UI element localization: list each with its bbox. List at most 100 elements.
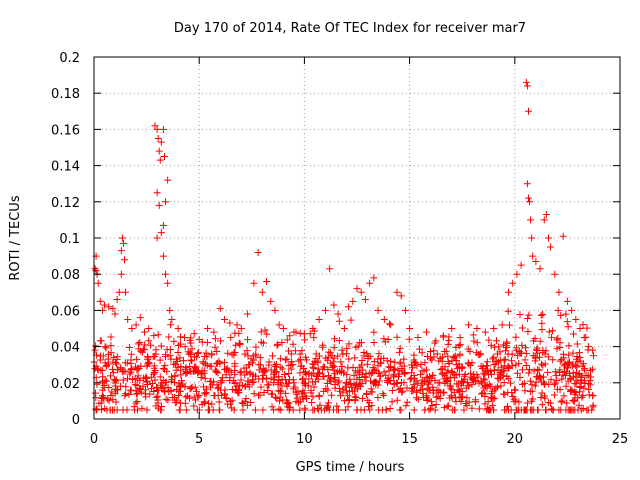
data-point: [497, 363, 505, 371]
data-point: [505, 364, 513, 372]
data-point: [100, 395, 108, 403]
data-point: [157, 342, 165, 350]
data-point: [341, 383, 349, 391]
data-point: [246, 370, 254, 378]
data-point: [514, 352, 522, 360]
data-point: [370, 274, 378, 282]
data-point: [235, 329, 243, 337]
data-point: [440, 389, 448, 397]
data-point: [456, 334, 464, 342]
data-point: [394, 366, 402, 374]
data-point: [285, 362, 293, 370]
data-point: [397, 406, 405, 414]
data-point: [195, 392, 203, 400]
data-point: [501, 355, 509, 363]
data-point: [492, 337, 500, 345]
data-point: [374, 306, 382, 314]
data-point: [113, 296, 121, 304]
data-point: [380, 315, 388, 323]
data-point: [132, 321, 140, 329]
data-point: [222, 394, 230, 402]
data-point: [421, 359, 429, 367]
data-point: [524, 194, 532, 202]
data-point: [580, 384, 588, 392]
data-point: [263, 277, 271, 285]
data-point: [429, 371, 437, 379]
data-point: [400, 369, 408, 377]
data-point: [286, 332, 294, 340]
data-point: [475, 405, 483, 413]
data-point: [133, 390, 141, 398]
data-point: [278, 339, 286, 347]
data-point: [324, 366, 332, 374]
data-point: [124, 315, 132, 323]
data-point: [123, 406, 131, 414]
data-point: [188, 357, 196, 365]
data-point: [194, 369, 202, 377]
data-point: [370, 339, 378, 347]
data-point: [107, 333, 115, 341]
data-point: [337, 367, 345, 375]
data-point: [462, 400, 470, 408]
data-point: [228, 396, 236, 404]
data-point: [298, 376, 306, 384]
data-point: [559, 232, 567, 240]
data-point: [121, 256, 129, 264]
data-point: [524, 328, 532, 336]
x-tick-label: 5: [195, 432, 203, 447]
data-point: [518, 380, 526, 388]
data-point: [95, 399, 103, 407]
data-point: [488, 394, 496, 402]
data-point: [131, 381, 139, 389]
data-point: [579, 321, 587, 329]
data-point: [562, 310, 570, 318]
data-point: [366, 406, 374, 414]
y-tick-label: 0.04: [51, 341, 80, 356]
data-point: [175, 406, 183, 414]
data-point: [132, 387, 140, 395]
data-point: [556, 339, 564, 347]
data-point: [410, 406, 418, 414]
data-point: [444, 377, 452, 385]
data-point: [483, 366, 491, 374]
data-point: [448, 369, 456, 377]
data-point: [558, 397, 566, 405]
data-point: [297, 362, 305, 370]
data-point: [345, 380, 353, 388]
data-point: [174, 325, 182, 332]
data-point: [272, 362, 280, 370]
data-point: [386, 320, 394, 328]
data-point: [490, 325, 498, 332]
data-point: [250, 378, 258, 386]
data-point: [547, 376, 555, 384]
data-point: [525, 369, 533, 377]
data-point: [561, 361, 569, 369]
data-point: [293, 394, 301, 402]
data-point: [208, 351, 216, 359]
data-point: [473, 339, 481, 347]
data-point: [447, 382, 455, 390]
data-point: [101, 405, 109, 413]
data-point: [314, 365, 322, 373]
data-point: [458, 363, 466, 371]
data-point: [469, 331, 477, 339]
data-point: [195, 368, 203, 376]
data-point: [258, 375, 266, 383]
data-point: [368, 402, 376, 410]
data-point: [380, 391, 388, 399]
data-point: [241, 371, 249, 379]
data-point: [265, 358, 273, 366]
data-point: [489, 401, 497, 409]
data-point: [480, 384, 488, 392]
data-point: [572, 315, 580, 323]
data-point: [330, 335, 338, 343]
data-point: [182, 406, 190, 414]
data-point: [162, 270, 170, 278]
data-point: [201, 353, 209, 361]
data-point: [450, 370, 458, 378]
data-point: [504, 389, 512, 397]
y-tick-label: 0.1: [59, 232, 80, 247]
data-point: [410, 351, 418, 359]
data-point: [345, 396, 353, 404]
